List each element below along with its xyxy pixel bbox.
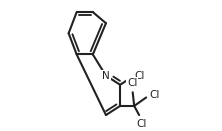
Text: N: N xyxy=(102,71,110,81)
Text: Cl: Cl xyxy=(134,71,145,81)
Text: Cl: Cl xyxy=(136,119,147,129)
Text: Cl: Cl xyxy=(150,90,160,100)
Text: Cl: Cl xyxy=(127,78,137,88)
